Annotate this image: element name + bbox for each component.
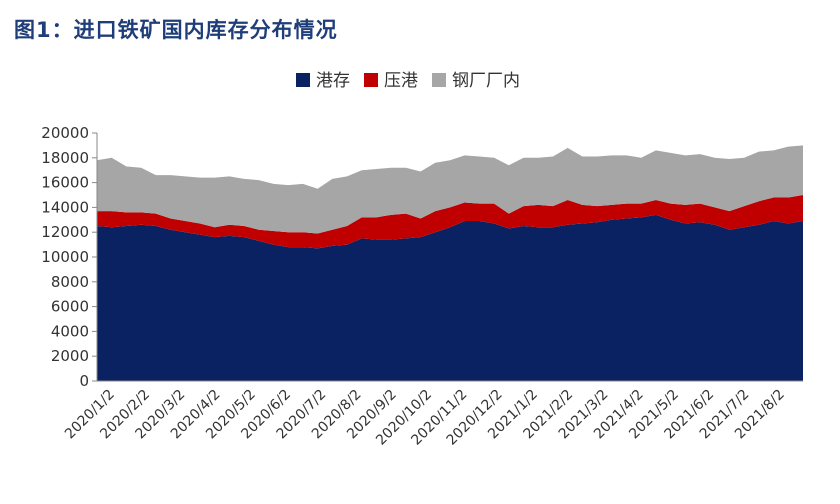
y-tick-label: 12000 bbox=[41, 223, 89, 241]
y-tick-label: 14000 bbox=[41, 198, 89, 216]
area-series-0 bbox=[97, 214, 803, 381]
legend-label-0: 港存 bbox=[316, 71, 350, 91]
legend-label-1: 压港 bbox=[384, 71, 418, 91]
y-tick-label: 4000 bbox=[51, 322, 89, 340]
y-tick-label: 16000 bbox=[41, 174, 89, 192]
legend-swatch-2 bbox=[432, 73, 446, 87]
area-series-1 bbox=[97, 195, 803, 249]
legend: 港存 压港 钢厂厂内 bbox=[296, 71, 520, 91]
area-series-2 bbox=[97, 145, 803, 234]
y-tick-label: 6000 bbox=[51, 298, 89, 316]
legend-swatch-0 bbox=[296, 73, 310, 87]
y-tick-label: 0 bbox=[79, 372, 89, 390]
y-tick-label: 10000 bbox=[41, 248, 89, 266]
chart-areas bbox=[97, 145, 803, 381]
chart-title: 图1：进口铁矿国内库存分布情况 bbox=[14, 18, 338, 42]
y-tick-label: 2000 bbox=[51, 347, 89, 365]
legend-swatch-1 bbox=[364, 73, 378, 87]
legend-label-2: 钢厂厂内 bbox=[452, 71, 520, 91]
y-tick-label: 18000 bbox=[41, 149, 89, 167]
y-tick-label: 8000 bbox=[51, 273, 89, 291]
y-tick-label: 20000 bbox=[41, 124, 89, 142]
